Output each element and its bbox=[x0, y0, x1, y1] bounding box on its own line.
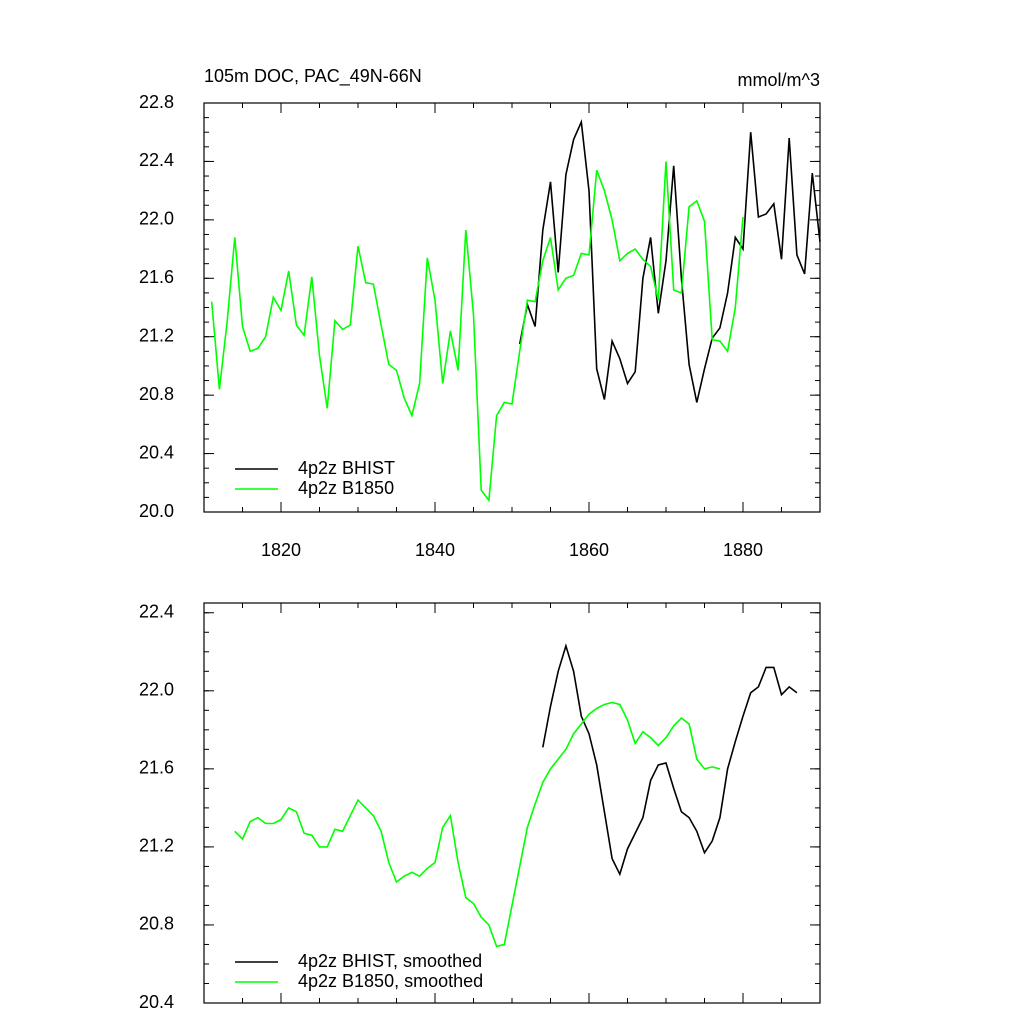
plot-frame bbox=[203, 602, 821, 1004]
y-tick-label: 22.0 bbox=[139, 680, 174, 700]
legend-label: 4p2z BHIST bbox=[298, 458, 395, 478]
legend-label: 4p2z B1850, smoothed bbox=[298, 971, 483, 991]
y-tick-label: 22.4 bbox=[139, 150, 174, 170]
y-tick-label: 20.0 bbox=[139, 501, 174, 521]
y-tick-label: 20.8 bbox=[139, 914, 174, 934]
chart-title: 105m DOC, PAC_49N-66N bbox=[204, 66, 422, 87]
data-line bbox=[542, 643, 798, 877]
y-tick-label: 20.4 bbox=[139, 992, 174, 1012]
y-tick-label: 22.8 bbox=[139, 92, 174, 112]
y-tick-label: 21.2 bbox=[139, 836, 174, 856]
legend-label: 4p2z BHIST, smoothed bbox=[298, 951, 482, 971]
y-tick-label: 22.0 bbox=[139, 209, 174, 229]
y-tick-label: 20.8 bbox=[139, 384, 174, 404]
x-tick-label: 1880 bbox=[723, 540, 763, 560]
x-tick-label: 1860 bbox=[569, 540, 609, 560]
x-tick-label: 1840 bbox=[415, 540, 455, 560]
y-tick-label: 21.2 bbox=[139, 325, 174, 345]
y-tick-label: 21.6 bbox=[139, 758, 174, 778]
x-tick-label: 1820 bbox=[261, 540, 301, 560]
data-line bbox=[210, 161, 744, 503]
y-tick-label: 22.4 bbox=[139, 602, 174, 622]
plot-frame bbox=[203, 102, 821, 513]
y-tick-label: 20.4 bbox=[139, 442, 174, 462]
data-line bbox=[234, 701, 721, 948]
y-tick-label: 21.6 bbox=[139, 267, 174, 287]
data-line bbox=[518, 118, 821, 403]
units-label: mmol/m^3 bbox=[738, 70, 820, 90]
legend-label: 4p2z B1850 bbox=[298, 478, 394, 498]
